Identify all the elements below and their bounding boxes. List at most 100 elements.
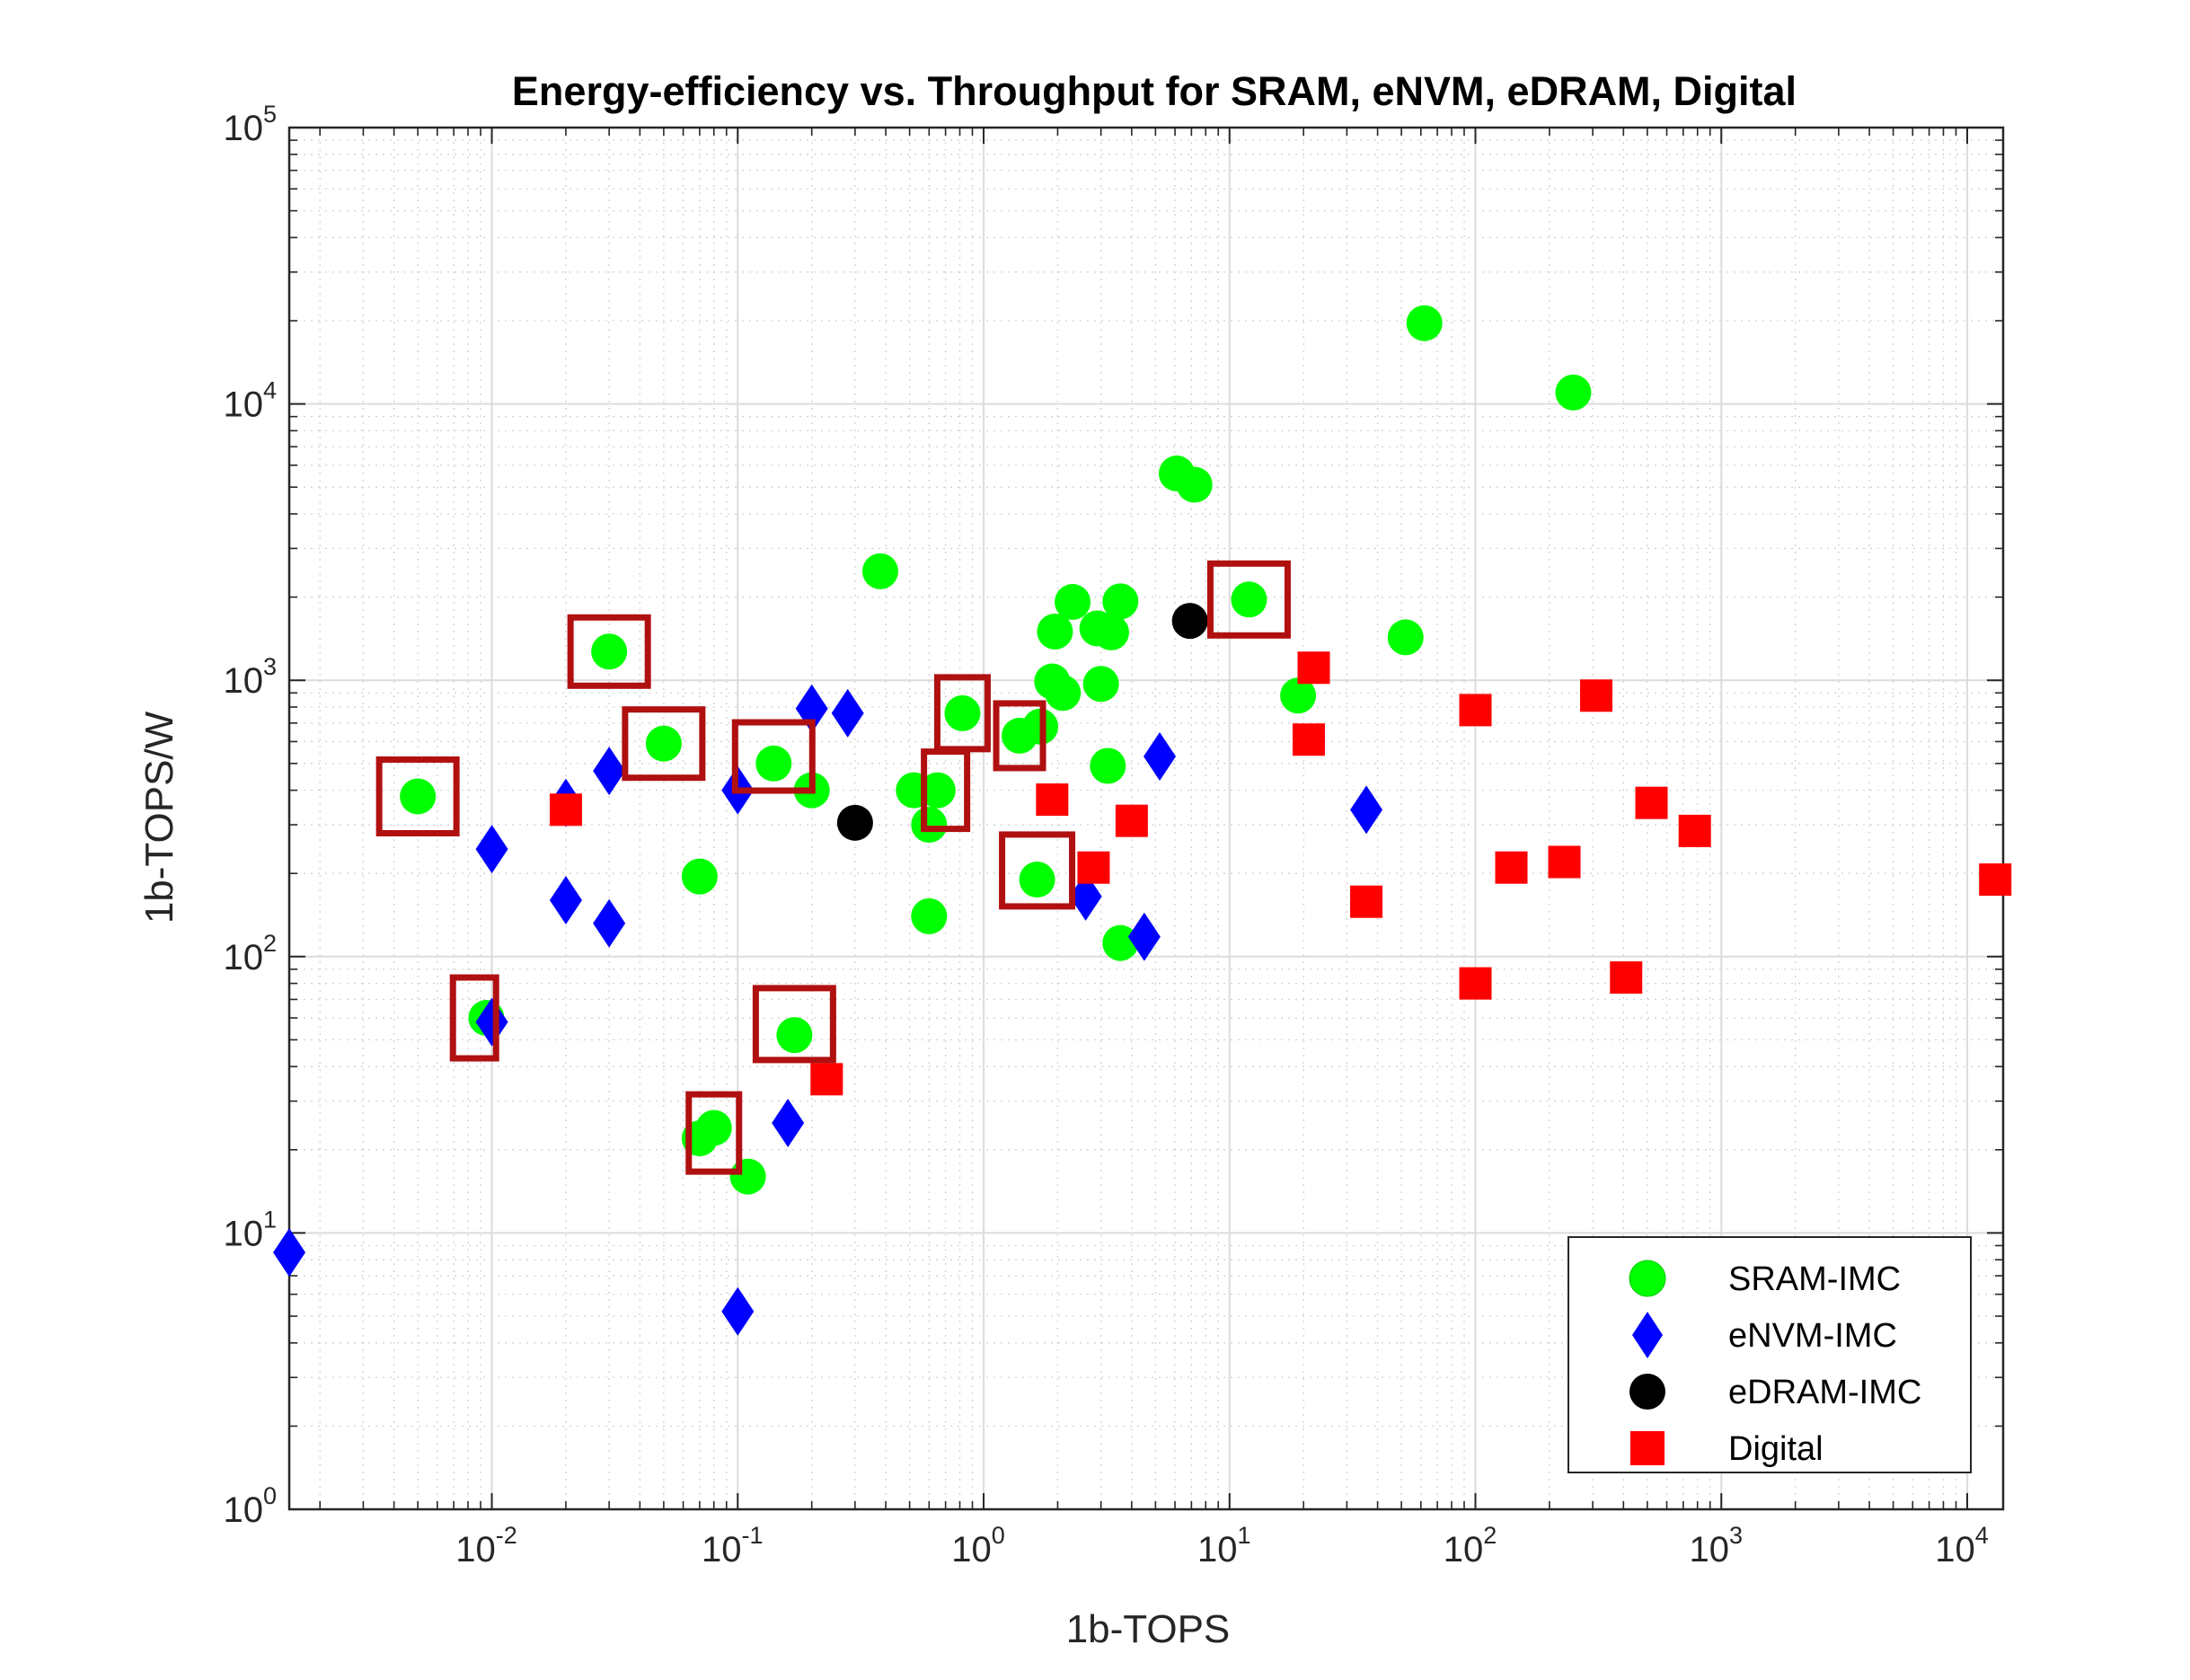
envm-point — [273, 1228, 305, 1278]
digital-point — [1635, 786, 1668, 819]
envm-point — [593, 898, 626, 948]
legend-marker-edram — [1629, 1374, 1665, 1410]
y-tick-labels: 100 101 102 103 104 105 — [223, 101, 277, 1530]
digital-point — [1495, 851, 1528, 884]
sram-point — [1055, 584, 1091, 621]
highlight-box — [567, 614, 651, 689]
legend-marker-sram — [1629, 1260, 1666, 1297]
highlight-box — [622, 706, 706, 782]
envm-point — [1350, 785, 1383, 835]
envm-point — [1144, 732, 1177, 782]
digital-point — [1292, 723, 1325, 756]
y-axis-label: 1b-TOPS/W — [137, 711, 181, 924]
sram-point — [861, 553, 898, 589]
edram-point — [1171, 603, 1208, 640]
highlight-box — [685, 1091, 743, 1175]
sram-point — [1280, 677, 1317, 714]
digital-point — [1459, 694, 1492, 727]
chart-title: Energy-efficiency vs. Throughput for SRA… — [512, 68, 1797, 114]
sram-point — [919, 772, 956, 809]
sram-point — [1037, 614, 1073, 650]
highlight-box — [752, 985, 836, 1064]
x-tick-label: 100 — [951, 1522, 1005, 1569]
digital-point — [1350, 885, 1383, 918]
digital-point — [1077, 851, 1110, 884]
sram-point — [1176, 466, 1213, 503]
envm-point — [1127, 912, 1161, 961]
envm-point — [593, 747, 626, 796]
sram-point — [1102, 924, 1139, 961]
legend-label-envm: eNVM-IMC — [1728, 1317, 1897, 1355]
y-tick-label: 100 — [223, 1482, 277, 1530]
sram-point — [1090, 747, 1126, 784]
sram-point — [1019, 862, 1055, 898]
sram-point — [776, 1017, 813, 1054]
digital-point — [810, 1063, 843, 1096]
x-tick-label: 102 — [1444, 1522, 1497, 1569]
highlight-boxes — [375, 560, 1291, 1175]
y-tick-label: 104 — [223, 377, 277, 425]
digital-point — [1979, 863, 2012, 897]
envm-point — [1069, 871, 1102, 921]
sram-point — [1102, 583, 1139, 620]
x-axis-label: 1b-TOPS — [1066, 1607, 1231, 1651]
series-digital — [549, 651, 2012, 1096]
x-tick-label: 10-1 — [702, 1522, 764, 1569]
sram-point — [755, 745, 792, 782]
x-tick-label: 10-2 — [455, 1522, 517, 1569]
x-tick-label: 104 — [1935, 1522, 1989, 1569]
x-tick-label: 103 — [1689, 1522, 1743, 1569]
digital-point — [1459, 967, 1492, 1000]
envm-point — [772, 1098, 805, 1147]
digital-point — [1036, 783, 1069, 817]
minor-grid — [289, 128, 2003, 1509]
sram-point — [1231, 581, 1267, 618]
digital-point — [1115, 804, 1148, 837]
sram-point — [1406, 305, 1443, 341]
sram-point — [681, 858, 718, 895]
series-edram — [836, 603, 1208, 841]
y-tick-label: 105 — [223, 101, 277, 148]
legend-label-sram: SRAM-IMC — [1728, 1260, 1901, 1298]
y-tick-label: 102 — [223, 930, 277, 977]
envm-point — [721, 1287, 755, 1336]
envm-point — [831, 688, 864, 738]
legend: SRAM-IMC eNVM-IMC eDRAM-IMC Digital — [1567, 1236, 1972, 1473]
digital-point — [1610, 961, 1643, 995]
sram-point — [400, 778, 437, 815]
sram-point — [729, 1158, 766, 1195]
legend-marker-envm — [1632, 1312, 1663, 1358]
sram-point — [1555, 374, 1592, 411]
sram-point — [944, 694, 981, 731]
axis-ticks — [289, 127, 2003, 1510]
digital-point — [549, 793, 582, 827]
y-tick-label: 101 — [223, 1206, 277, 1253]
sram-point — [1045, 675, 1082, 712]
x-tick-label: 101 — [1197, 1522, 1251, 1569]
highlight-box — [993, 700, 1046, 772]
digital-point — [1297, 651, 1330, 685]
digital-point — [1580, 679, 1613, 712]
envm-point — [549, 876, 582, 925]
digital-point — [1678, 814, 1711, 847]
sram-point — [645, 725, 682, 762]
sram-point — [591, 633, 628, 670]
legend-label-edram: eDRAM-IMC — [1728, 1374, 1921, 1411]
sram-point — [911, 897, 948, 934]
envm-point — [475, 997, 508, 1047]
plot-frame — [287, 126, 2005, 1511]
highlight-box — [1206, 560, 1291, 639]
highlight-box — [449, 974, 499, 1062]
sram-point — [1092, 614, 1129, 650]
highlight-box — [999, 831, 1076, 910]
sram-point — [1387, 619, 1424, 656]
highlight-box — [731, 719, 816, 794]
x-tick-labels: 10-2 10-1 100 101 102 103 104 — [455, 1522, 1988, 1569]
digital-point — [1548, 845, 1581, 879]
y-tick-label: 103 — [223, 653, 277, 701]
sram-point — [911, 807, 948, 844]
envm-point — [475, 825, 508, 874]
edram-point — [836, 804, 873, 841]
sram-point — [1082, 666, 1119, 703]
